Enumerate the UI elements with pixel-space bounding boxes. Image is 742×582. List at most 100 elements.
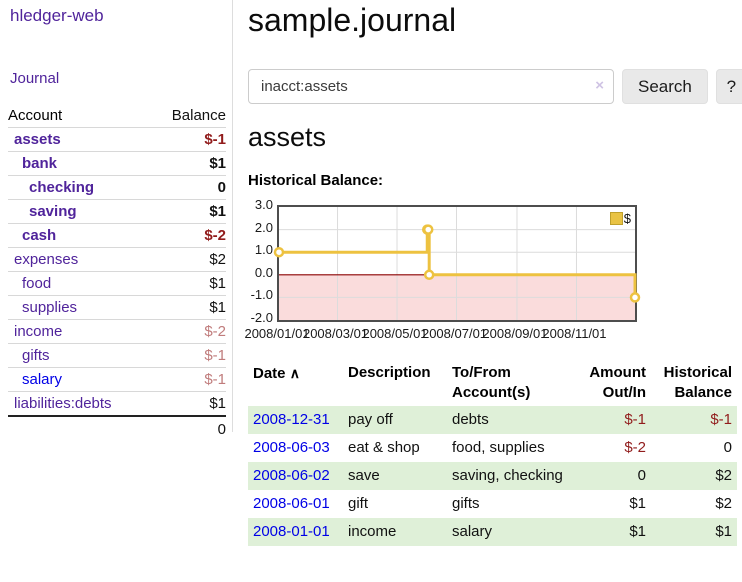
transaction-description: income (348, 523, 397, 540)
account-tree-header: Account Balance (8, 104, 226, 128)
column-header-amount: Amount Out/In (589, 364, 646, 401)
account-link-checking[interactable]: checking (29, 179, 95, 196)
transaction-date-link[interactable]: 2008-12-31 (253, 411, 330, 428)
sidebar-item-journal[interactable]: Journal (10, 70, 60, 87)
x-tick-label: 2008/01/01 (244, 326, 310, 341)
y-tick-label: 2.0 (254, 219, 273, 235)
account-balance: $1 (151, 271, 226, 296)
balance-column-header: Balance (151, 104, 226, 128)
y-tick-label: 3.0 (254, 197, 273, 212)
transaction-balance: $2 (715, 495, 732, 512)
sidebar: hledger-web Journal Account Balance asse… (0, 0, 233, 438)
transaction-amount: $-2 (624, 439, 646, 456)
transaction-balance: 0 (723, 439, 732, 456)
account-row: saving $1 (8, 199, 226, 224)
x-tick-label: 2008/03/01 (302, 326, 369, 341)
brand-link[interactable]: hledger-web (10, 6, 104, 25)
x-tick-label: 2008/07/01 (421, 326, 488, 341)
transaction-balance: $2 (715, 467, 732, 484)
transaction-description: save (348, 467, 380, 484)
account-balance: $-2 (151, 223, 226, 248)
account-link-saving[interactable]: saving (29, 203, 77, 220)
search-input-wrap: × (248, 69, 614, 104)
chart-canvas (273, 207, 641, 320)
chart-point (422, 224, 434, 235)
help-button[interactable]: ? (715, 69, 742, 104)
account-balance: $-1 (151, 343, 226, 368)
account-column-header: Account (8, 104, 152, 128)
account-balance: $-1 (151, 367, 226, 392)
transaction-accounts: debts (452, 411, 489, 428)
transaction-description: gift (348, 495, 369, 512)
search-button[interactable]: Search (622, 69, 708, 104)
transaction-date-link[interactable]: 2008-06-01 (253, 495, 330, 512)
account-row: income $-2 (8, 319, 226, 344)
transaction-amount: $1 (629, 523, 646, 540)
account-link-expenses[interactable]: expenses (14, 251, 79, 268)
clear-search-icon[interactable]: × (595, 77, 604, 94)
account-link-income[interactable]: income (14, 323, 63, 340)
register-row: 2008-01-01 income salary $1 $1 (248, 518, 737, 546)
column-header-accounts: To/From Account(s) (452, 364, 531, 401)
account-link-food[interactable]: food (22, 275, 52, 292)
chart-point (629, 292, 641, 303)
account-row: supplies $1 (8, 295, 226, 320)
transaction-accounts: salary (452, 523, 493, 540)
account-row: salary $-1 (8, 367, 226, 392)
register-table: Date ∧ Description To/From Account(s) Am… (248, 360, 737, 546)
account-balance: $1 (151, 391, 226, 417)
account-row: bank $1 (8, 151, 226, 176)
transaction-date-link[interactable]: 2008-06-02 (253, 467, 330, 484)
x-tick-label: 2008/11/01 (542, 326, 607, 341)
chart-title: Historical Balance: (248, 172, 384, 189)
account-balance: $-2 (151, 319, 226, 344)
transaction-description: pay off (348, 411, 393, 428)
account-link-liabilities-debts[interactable]: liabilities:debts (14, 395, 112, 412)
account-balance: $1 (151, 151, 226, 176)
register-row: 2008-06-01 gift gifts $1 $2 (248, 490, 737, 518)
account-link-salary[interactable]: salary (22, 371, 63, 388)
account-balance: 0 (151, 175, 226, 200)
register-header-row: Date ∧ Description To/From Account(s) Am… (248, 360, 737, 406)
transaction-accounts: gifts (452, 495, 480, 512)
chart-legend: $ (609, 211, 631, 226)
account-tree: Account Balance assets $-1 bank $1 check… (8, 104, 226, 441)
transaction-date-link[interactable]: 2008-01-01 (253, 523, 330, 540)
account-total-row: 0 (8, 416, 226, 441)
account-balance: $1 (151, 199, 226, 224)
search-input[interactable] (248, 69, 614, 104)
column-header-balance: Historical Balance (663, 364, 732, 401)
register-row: 2008-12-31 pay off debts $-1 $-1 (248, 406, 737, 434)
account-link-supplies[interactable]: supplies (22, 299, 78, 316)
account-balance: $-1 (151, 127, 226, 152)
column-header-description: Description (348, 364, 431, 381)
chart-y-axis: 3.0 2.0 1.0 0.0 -1.0 -2.0 (248, 197, 273, 325)
transaction-accounts: food, supplies (452, 439, 545, 456)
transaction-description: eat & shop (348, 439, 420, 456)
accounts-total: 0 (217, 421, 226, 438)
page-title: sample.journal (248, 2, 457, 38)
transaction-amount: $1 (629, 495, 646, 512)
account-link-cash[interactable]: cash (22, 227, 57, 244)
account-link-assets[interactable]: assets (14, 131, 61, 148)
y-tick-label: 1.0 (254, 242, 273, 258)
transaction-amount: $-1 (624, 411, 646, 428)
account-row: expenses $2 (8, 247, 226, 272)
transaction-balance: $1 (715, 523, 732, 540)
transaction-accounts: saving, checking (452, 467, 563, 484)
account-balance: $1 (151, 295, 226, 320)
account-link-gifts[interactable]: gifts (22, 347, 50, 364)
column-header-date[interactable]: Date ∧ (248, 360, 343, 406)
account-row: assets $-1 (8, 127, 226, 152)
account-link-bank[interactable]: bank (22, 155, 58, 172)
y-tick-label: -2.0 (250, 310, 273, 325)
transaction-amount: 0 (637, 467, 646, 484)
legend-swatch-icon (609, 212, 623, 225)
transaction-date-link[interactable]: 2008-06-03 (253, 439, 330, 456)
historical-balance-chart: 3.0 2.0 1.0 0.0 -1.0 -2.0 $ 2008/01/01 2008/03… (244, 197, 742, 343)
x-tick-label: 2008/09/01 (482, 326, 548, 341)
search-form: × Search ? (248, 69, 742, 104)
y-tick-label: 0.0 (254, 264, 273, 280)
register-account-title: assets (248, 122, 327, 152)
x-tick-label: 2008/05/01 (362, 326, 428, 341)
